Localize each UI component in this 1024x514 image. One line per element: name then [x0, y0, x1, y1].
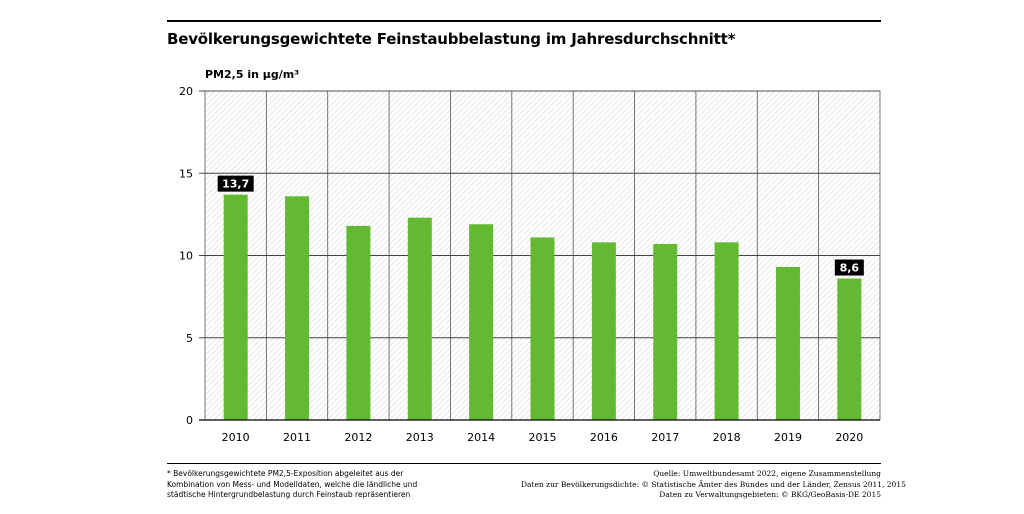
y-tick-label: 5 — [186, 332, 193, 345]
bar — [714, 242, 739, 420]
x-tick-label: 2019 — [774, 431, 802, 444]
bar — [407, 217, 432, 420]
data-label-box — [217, 175, 254, 192]
x-tick-label: 2015 — [529, 431, 557, 444]
footer-rule — [167, 463, 881, 464]
top-rule — [167, 20, 881, 22]
data-label: 8,6 — [840, 262, 860, 275]
source-notes: Quelle: Umweltbundesamt 2022, eigene Zus… — [521, 469, 906, 501]
x-tick-label: 2018 — [713, 431, 741, 444]
bar — [469, 224, 494, 420]
y-tick-label: 0 — [186, 414, 193, 427]
footnote-line: städtische Hintergrundbelastung durch Fe… — [167, 490, 411, 499]
bar — [346, 225, 371, 420]
x-tick-label: 2020 — [835, 431, 863, 444]
bar — [837, 278, 862, 420]
y-tick-label: 20 — [179, 85, 193, 98]
footnote-line: Kombination von Mess- und Modelldaten, w… — [167, 479, 418, 489]
source-line: Quelle: Umweltbundesamt 2022, eigene Zus… — [653, 469, 881, 478]
y-tick-label: 15 — [179, 167, 193, 180]
data-label: 13,7 — [222, 178, 249, 191]
x-tick-label: 2012 — [344, 431, 372, 444]
bar — [775, 267, 800, 420]
data-label-box — [834, 259, 864, 276]
source-line: Daten zur Bevölkerungsdichte: © Statisti… — [521, 479, 906, 489]
x-tick-label: 2016 — [590, 431, 618, 444]
x-tick-label: 2010 — [222, 431, 250, 444]
y-tick-label: 10 — [179, 250, 193, 263]
x-tick-label: 2011 — [283, 431, 311, 444]
x-tick-label: 2017 — [651, 431, 679, 444]
footnote-line: * Bevölkerungsgewichtete PM2,5-Expositio… — [167, 469, 404, 478]
bar — [591, 242, 616, 420]
source-line: Daten zu Verwaltungsgebieten: © BKG/GeoB… — [659, 490, 881, 499]
bar — [223, 194, 248, 420]
footnote: * Bevölkerungsgewichtete PM2,5-Expositio… — [167, 469, 427, 501]
x-tick-label: 2014 — [467, 431, 495, 444]
bar — [653, 243, 678, 420]
bar — [285, 196, 310, 420]
chart-title: Bevölkerungsgewichtete Feinstaubbelastun… — [167, 30, 736, 48]
y-axis-label: PM2,5 in µg/m³ — [205, 68, 300, 81]
x-tick-label: 2013 — [406, 431, 434, 444]
bar — [530, 237, 555, 420]
